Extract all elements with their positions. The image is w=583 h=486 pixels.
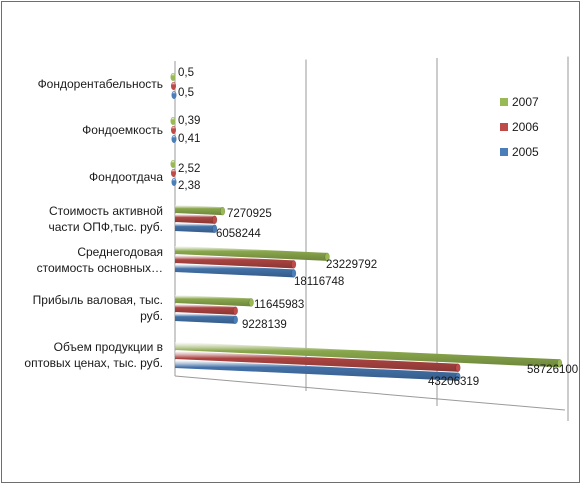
bar-shade-2005-объем-продукции-в-оптовых-ценах-тыс-руб: [175, 360, 459, 381]
legend-item-2005: 2005: [500, 145, 539, 159]
data-label-2005-6: 0,5: [178, 87, 194, 99]
bar-shade-2007-стоимость-активной-части-опф-тыс-руб: [175, 205, 223, 216]
data-label-2005-1: 9228139: [242, 319, 287, 331]
bar-shade-2006-среднегодовая-стоимость-основных: [175, 255, 294, 269]
bar-2006-прибыль-валовая-тыс-руб: [175, 304, 238, 315]
bar-2006-фондорентабельность: [171, 82, 177, 91]
category-label-6: Фондорентабельность: [38, 77, 163, 91]
bar-shade-2007-объем-продукции-в-оптовых-ценах-тыс-руб: [175, 342, 560, 368]
bar-2007-объем-продукции-в-оптовых-ценах-тыс-руб: [175, 342, 563, 368]
bar-cap-2005-фондорентабельность: [171, 91, 177, 100]
bar-end-2005-объем-продукции-в-оптовых-ценах-тыс-руб: [455, 372, 461, 381]
bar-cap-2006-фондоотдача: [171, 169, 177, 178]
bar-2006-фондоотдача: [171, 169, 177, 178]
data-label-2007-2: 23229792: [326, 259, 377, 271]
legend-item-2007: 2007: [500, 95, 539, 109]
bar-shade-2006-прибыль-валовая-тыс-руб: [175, 304, 236, 315]
bar-cap-2007-фондоотдача: [170, 160, 176, 169]
bar-shade-2005-прибыль-валовая-тыс-руб: [175, 313, 236, 324]
bar-2007-среднегодовая-стоимость-основных: [175, 246, 330, 262]
bar-2005-фондоемкость: [171, 135, 177, 144]
bar-2006-среднегодовая-стоимость-основных: [175, 255, 297, 269]
data-label-2005-2: 18116748: [294, 276, 344, 288]
bar-end-2005-стоимость-активной-части-опф-тыс-руб: [212, 224, 218, 234]
bar-2007-фондоотдача: [170, 160, 176, 169]
bar-2006-фондоемкость: [171, 126, 177, 135]
bar-end-2005-среднегодовая-стоимость-основных: [291, 269, 297, 278]
data-label-2007-4: 2,52: [178, 163, 200, 175]
bar-end-2006-объем-продукции-в-оптовых-ценах-тыс-руб: [455, 363, 461, 372]
legend-swatch-2007: [500, 98, 508, 106]
legend-swatch-2006: [500, 123, 508, 131]
bar-2007-стоимость-активной-части-опф-тыс-руб: [175, 205, 226, 216]
bar-end-2006-среднегодовая-стоимость-основных: [291, 260, 297, 269]
legend-swatch-2005: [500, 148, 508, 156]
category-label-5: Фондоемкость: [82, 123, 163, 137]
category-labels: Объем продукции в оптовых ценах, тыс. руб…: [24, 77, 163, 370]
bar-2007-прибыль-валовая-тыс-руб: [175, 295, 254, 307]
legend-label-2007: 2007: [512, 95, 539, 109]
bar-end-2006-прибыль-валовая-тыс-руб: [232, 306, 238, 315]
bar-cap-2006-фондоемкость: [171, 126, 177, 135]
data-label-2007-3: 7270925: [227, 208, 272, 220]
category-label-3: Стоимость активной части ОПФ,тыс. руб.: [48, 204, 163, 234]
floor-edge: [174, 375, 566, 411]
bar-2005-прибыль-валовая-тыс-руб: [175, 313, 238, 324]
bar-shade-2007-среднегодовая-стоимость-основных: [175, 246, 328, 261]
bar-cap-2007-фондорентабельность: [170, 73, 176, 82]
bar-cap-2007-фондоемкость: [170, 117, 176, 126]
bar-2005-среднегодовая-стоимость-основных: [175, 264, 297, 278]
bar-2007-фондоемкость: [170, 117, 176, 126]
bar-2005-фондоотдача: [171, 178, 177, 187]
bar-end-2005-прибыль-валовая-тыс-руб: [232, 315, 238, 324]
data-label-2007-6: 0,5: [178, 67, 194, 79]
bar-cap-2005-фондоемкость: [171, 135, 177, 144]
category-label-2: Среднегодовая стоимость основных…: [37, 245, 163, 275]
data-labels: 43206319 9228139 18116748 6058244 2,38 0,41 0,…: [178, 67, 578, 388]
category-label-1: Прибыль валовая, тыс. руб.: [33, 293, 163, 323]
bar-2005-стоимость-активной-части-опф-тыс-руб: [175, 223, 218, 234]
bar-end-2007-прибыль-валовая-тыс-руб: [248, 298, 254, 307]
data-label-2007-5: 0,39: [178, 115, 200, 127]
bar-cap-2006-фондорентабельность: [171, 82, 177, 91]
bar-end-2006-стоимость-активной-части-опф-тыс-руб: [212, 215, 218, 225]
bar-shade-2005-стоимость-активной-части-опф-тыс-руб: [175, 223, 215, 233]
bar-shade-2006-стоимость-активной-части-опф-тыс-руб: [175, 214, 215, 224]
bar-end-2007-стоимость-активной-части-опф-тыс-руб: [220, 206, 226, 216]
bar-2006-стоимость-активной-части-опф-тыс-руб: [175, 214, 218, 225]
data-label-2005-4: 2,38: [178, 180, 200, 192]
bar-shade-2007-прибыль-валовая-тыс-руб: [175, 295, 252, 307]
legend-label-2005: 2005: [512, 145, 539, 159]
legend: 2007 2006 2005: [500, 95, 539, 159]
chart-bars: [170, 73, 563, 381]
category-label-0: Объем продукции в оптовых ценах, тыс. руб…: [24, 340, 163, 370]
bar-2005-объем-продукции-в-оптовых-ценах-тыс-руб: [175, 360, 461, 381]
category-label-4: Фондоотдача: [89, 170, 163, 184]
bar-shade-2005-среднегодовая-стоимость-основных: [175, 264, 294, 278]
data-label-2005-3: 6058244: [216, 228, 261, 240]
legend-label-2006: 2006: [512, 120, 539, 134]
bar-2007-фондорентабельность: [170, 73, 176, 82]
data-label-2007-1: 11645983: [254, 299, 304, 311]
legend-item-2006: 2006: [500, 120, 539, 134]
bar-2005-фондорентабельность: [171, 91, 177, 100]
data-label-2005-0: 43206319: [428, 376, 479, 388]
bar-end-2007-среднегодовая-стоимость-основных: [324, 252, 330, 262]
bar-shade-2006-объем-продукции-в-оптовых-ценах-тыс-руб: [175, 351, 459, 372]
data-label-2005-5: 0,41: [178, 133, 200, 145]
chart-walls: [174, 56, 569, 421]
bar-cap-2005-фондоотдача: [171, 178, 177, 187]
data-label-2007-0: 58726100: [527, 364, 578, 376]
bar-2006-объем-продукции-в-оптовых-ценах-тыс-руб: [175, 351, 461, 372]
bar-end-2007-объем-продукции-в-оптовых-ценах-тыс-руб: [557, 359, 563, 368]
